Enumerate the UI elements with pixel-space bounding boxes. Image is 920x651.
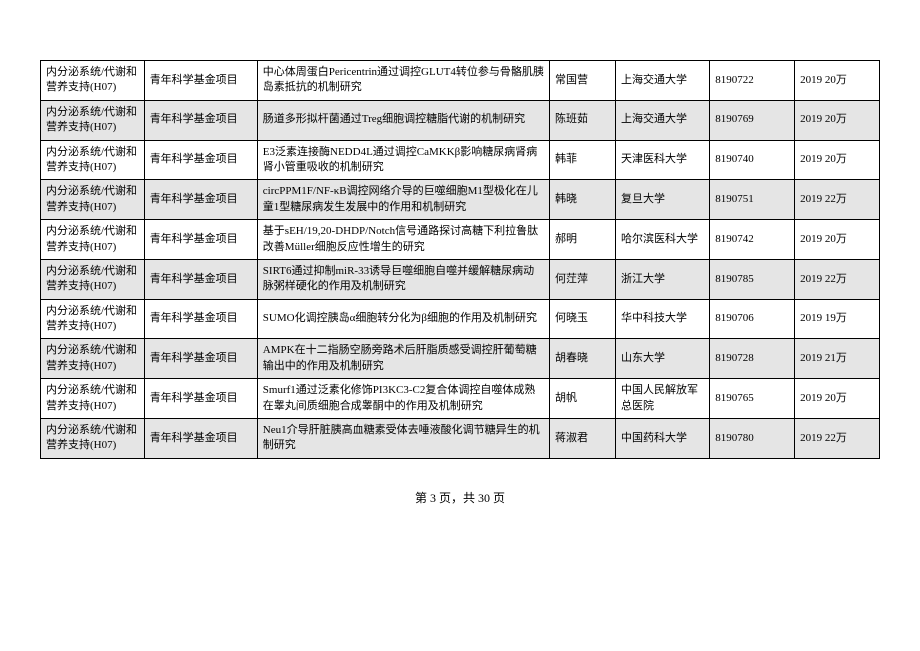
cell-person: 陈班茹: [550, 100, 616, 140]
table-row: 内分泌系统/代谢和营养支持(H07)青年科学基金项目Smurf1通过泛素化修饰P…: [41, 379, 880, 419]
cell-institution: 哈尔滨医科大学: [616, 220, 710, 260]
cell-type: 青年科学基金项目: [144, 61, 257, 101]
table-row: 内分泌系统/代谢和营养支持(H07)青年科学基金项目肠道多形拟杆菌通过Treg细…: [41, 100, 880, 140]
cell-title: 基于sEH/19,20-DHDP/Notch信号通路探讨高糖下利拉鲁肽改善Mül…: [257, 220, 549, 260]
cell-institution: 中国药科大学: [616, 419, 710, 459]
table-row: 内分泌系统/代谢和营养支持(H07)青年科学基金项目Neu1介导肝脏胰高血糖素受…: [41, 419, 880, 459]
cell-institution: 上海交通大学: [616, 61, 710, 101]
cell-type: 青年科学基金项目: [144, 419, 257, 459]
cell-institution: 上海交通大学: [616, 100, 710, 140]
cell-category: 内分泌系统/代谢和营养支持(H07): [41, 379, 145, 419]
grants-table: 内分泌系统/代谢和营养支持(H07)青年科学基金项目中心体周蛋白Pericent…: [40, 60, 880, 459]
cell-id: 8190728: [710, 339, 795, 379]
cell-type: 青年科学基金项目: [144, 339, 257, 379]
cell-person: 何晓玉: [550, 299, 616, 339]
cell-institution: 天津医科大学: [616, 140, 710, 180]
cell-year_amount: 2019 22万: [795, 419, 880, 459]
cell-title: 中心体周蛋白Pericentrin通过调控GLUT4转位参与骨骼肌胰岛素抵抗的机…: [257, 61, 549, 101]
cell-id: 8190780: [710, 419, 795, 459]
cell-year_amount: 2019 22万: [795, 180, 880, 220]
table-row: 内分泌系统/代谢和营养支持(H07)青年科学基金项目中心体周蛋白Pericent…: [41, 61, 880, 101]
cell-id: 8190769: [710, 100, 795, 140]
cell-id: 8190751: [710, 180, 795, 220]
cell-type: 青年科学基金项目: [144, 299, 257, 339]
cell-id: 8190785: [710, 259, 795, 299]
cell-category: 内分泌系统/代谢和营养支持(H07): [41, 339, 145, 379]
cell-type: 青年科学基金项目: [144, 259, 257, 299]
cell-person: 韩晓: [550, 180, 616, 220]
cell-year_amount: 2019 21万: [795, 339, 880, 379]
cell-institution: 复旦大学: [616, 180, 710, 220]
table-row: 内分泌系统/代谢和营养支持(H07)青年科学基金项目circPPM1F/NF-κ…: [41, 180, 880, 220]
cell-person: 常国营: [550, 61, 616, 101]
table-row: 内分泌系统/代谢和营养支持(H07)青年科学基金项目SIRT6通过抑制miR-3…: [41, 259, 880, 299]
cell-year_amount: 2019 20万: [795, 100, 880, 140]
cell-title: E3泛素连接酶NEDD4L通过调控CaMKKβ影响糖尿病肾病肾小管重吸收的机制研…: [257, 140, 549, 180]
cell-id: 8190742: [710, 220, 795, 260]
cell-person: 何茳萍: [550, 259, 616, 299]
cell-institution: 浙江大学: [616, 259, 710, 299]
cell-type: 青年科学基金项目: [144, 180, 257, 220]
cell-id: 8190765: [710, 379, 795, 419]
cell-category: 内分泌系统/代谢和营养支持(H07): [41, 61, 145, 101]
cell-year_amount: 2019 22万: [795, 259, 880, 299]
table-row: 内分泌系统/代谢和营养支持(H07)青年科学基金项目SUMO化调控胰岛α细胞转分…: [41, 299, 880, 339]
cell-title: Neu1介导肝脏胰高血糖素受体去唾液酸化调节糖异生的机制研究: [257, 419, 549, 459]
cell-person: 胡春晓: [550, 339, 616, 379]
cell-id: 8190706: [710, 299, 795, 339]
cell-id: 8190722: [710, 61, 795, 101]
table-row: 内分泌系统/代谢和营养支持(H07)青年科学基金项目AMPK在十二指肠空肠旁路术…: [41, 339, 880, 379]
cell-category: 内分泌系统/代谢和营养支持(H07): [41, 100, 145, 140]
cell-year_amount: 2019 19万: [795, 299, 880, 339]
cell-id: 8190740: [710, 140, 795, 180]
cell-year_amount: 2019 20万: [795, 220, 880, 260]
cell-title: 肠道多形拟杆菌通过Treg细胞调控糖脂代谢的机制研究: [257, 100, 549, 140]
cell-person: 蒋淑君: [550, 419, 616, 459]
cell-year_amount: 2019 20万: [795, 140, 880, 180]
cell-person: 韩菲: [550, 140, 616, 180]
cell-year_amount: 2019 20万: [795, 379, 880, 419]
cell-title: circPPM1F/NF-κB调控网络介导的巨噬细胞M1型极化在儿童1型糖尿病发…: [257, 180, 549, 220]
cell-title: AMPK在十二指肠空肠旁路术后肝脂质感受调控肝葡萄糖输出中的作用及机制研究: [257, 339, 549, 379]
cell-institution: 山东大学: [616, 339, 710, 379]
table-row: 内分泌系统/代谢和营养支持(H07)青年科学基金项目基于sEH/19,20-DH…: [41, 220, 880, 260]
cell-type: 青年科学基金项目: [144, 100, 257, 140]
cell-institution: 中国人民解放军总医院: [616, 379, 710, 419]
cell-category: 内分泌系统/代谢和营养支持(H07): [41, 299, 145, 339]
cell-year_amount: 2019 20万: [795, 61, 880, 101]
cell-institution: 华中科技大学: [616, 299, 710, 339]
table-row: 内分泌系统/代谢和营养支持(H07)青年科学基金项目E3泛素连接酶NEDD4L通…: [41, 140, 880, 180]
cell-type: 青年科学基金项目: [144, 140, 257, 180]
cell-category: 内分泌系统/代谢和营养支持(H07): [41, 180, 145, 220]
cell-person: 郝明: [550, 220, 616, 260]
cell-title: SIRT6通过抑制miR-33诱导巨噬细胞自噬并缓解糖尿病动脉粥样硬化的作用及机…: [257, 259, 549, 299]
cell-type: 青年科学基金项目: [144, 379, 257, 419]
cell-category: 内分泌系统/代谢和营养支持(H07): [41, 419, 145, 459]
cell-category: 内分泌系统/代谢和营养支持(H07): [41, 140, 145, 180]
cell-person: 胡帆: [550, 379, 616, 419]
cell-category: 内分泌系统/代谢和营养支持(H07): [41, 220, 145, 260]
cell-title: SUMO化调控胰岛α细胞转分化为β细胞的作用及机制研究: [257, 299, 549, 339]
page-indicator: 第 3 页，共 30 页: [40, 489, 880, 506]
cell-category: 内分泌系统/代谢和营养支持(H07): [41, 259, 145, 299]
cell-type: 青年科学基金项目: [144, 220, 257, 260]
cell-title: Smurf1通过泛素化修饰PI3KC3-C2复合体调控自噬体成熟在睾丸间质细胞合…: [257, 379, 549, 419]
